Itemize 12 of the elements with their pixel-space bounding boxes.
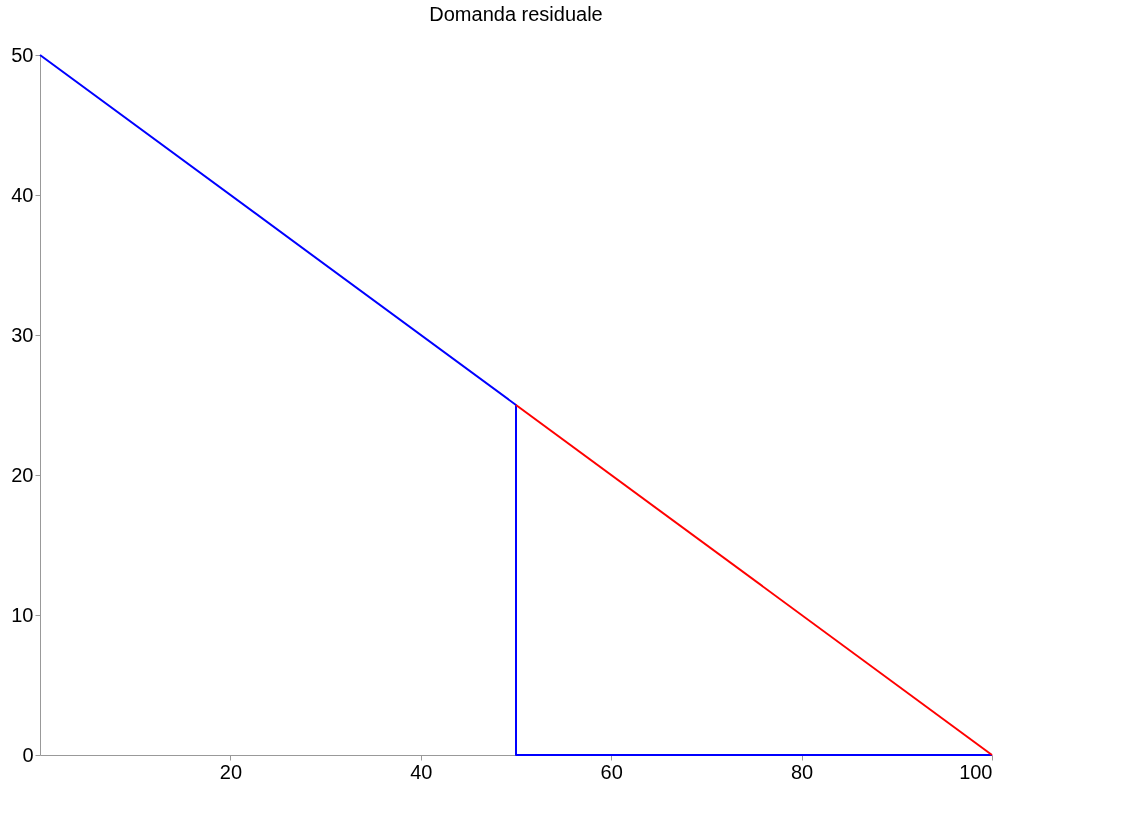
y-tick-label: 20 [11, 463, 34, 486]
chart-title: Domanda residuale [429, 3, 603, 25]
x-tick-label: 20 [219, 760, 243, 783]
y-tick-label: 10 [11, 603, 34, 626]
y-tick-label: 0 [22, 743, 34, 766]
y-tick-label: 30 [11, 323, 34, 346]
x-tick-label: 60 [600, 760, 623, 783]
x-tick-label: 40 [410, 760, 433, 783]
y-tick-label: 50 [11, 43, 34, 66]
x-tick-label: 100 [959, 760, 993, 783]
y-tick-label: 40 [11, 183, 34, 206]
x-tick-label: 80 [790, 760, 814, 783]
